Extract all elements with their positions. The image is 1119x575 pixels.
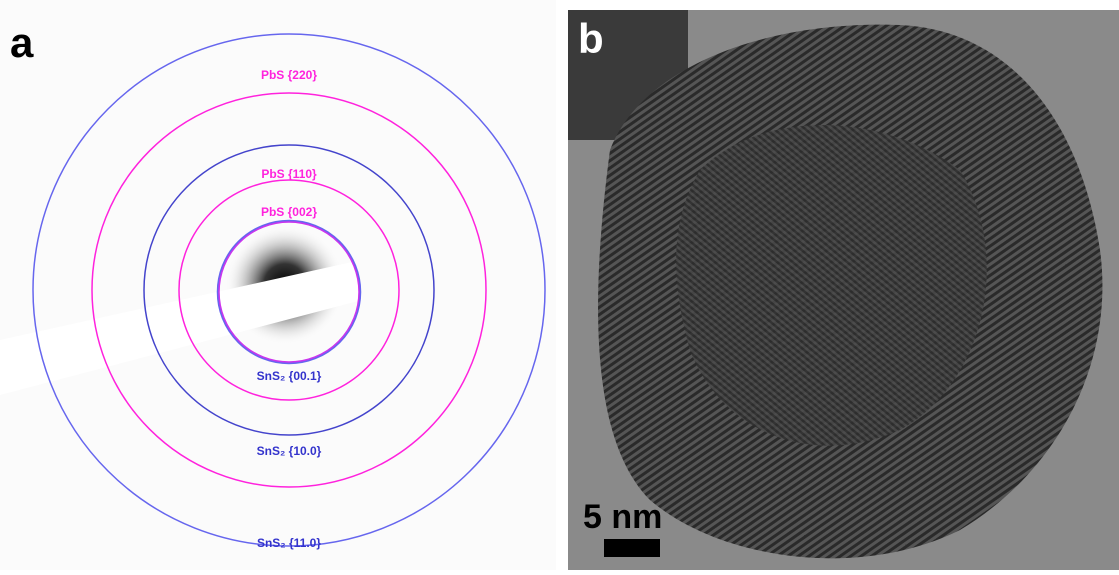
panel-label: b [578, 15, 604, 62]
figure: PbS {220} PbS {110} PbS {002} SnS₂ {00.1… [0, 0, 1119, 570]
ring-label: PbS {220} [261, 68, 317, 82]
panel-b: 5 nm b [568, 10, 1119, 570]
scale-bar [604, 539, 660, 557]
scale-bar-label: 5 nm [583, 498, 662, 536]
ring-label: PbS {002} [261, 205, 317, 219]
panel-label: a [10, 19, 34, 66]
ring-label: PbS {110} [261, 167, 317, 181]
page: PbS {220} PbS {110} PbS {002} SnS₂ {00.1… [0, 0, 1119, 570]
panel-a: PbS {220} PbS {110} PbS {002} SnS₂ {00.1… [0, 0, 556, 570]
ring-label: SnS₂ {10.0} [257, 444, 322, 458]
ring-label: SnS₂ {00.1} [257, 369, 322, 383]
nanoparticle-core [676, 125, 987, 446]
ring-label: SnS₂ {11.0} [257, 536, 321, 550]
